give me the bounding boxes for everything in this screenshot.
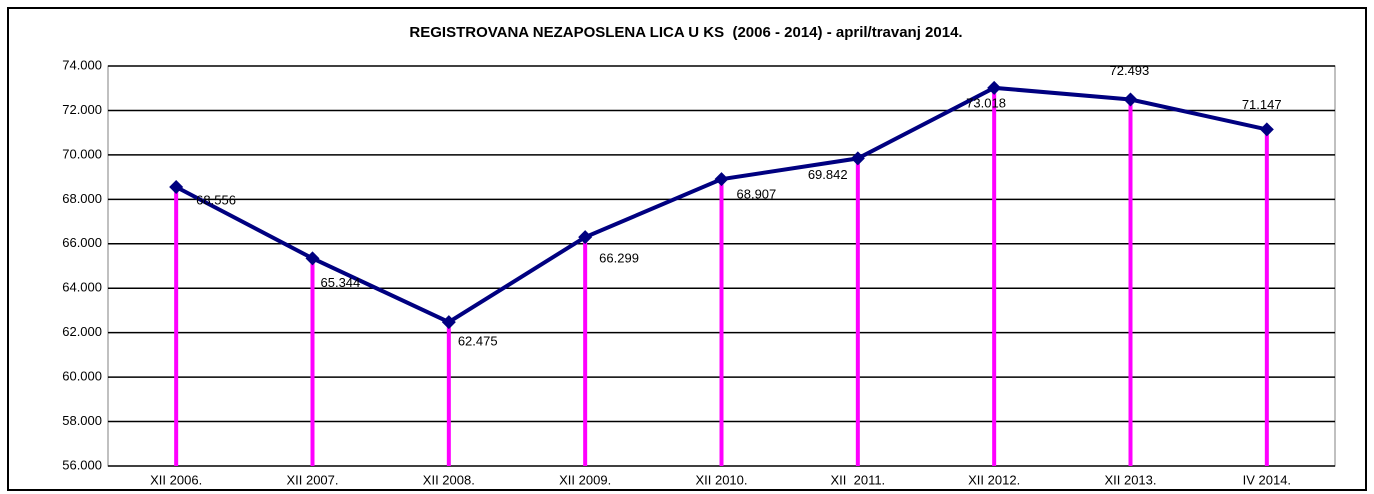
y-tick-label: 56.000 — [62, 457, 102, 472]
y-tick-label: 64.000 — [62, 280, 102, 295]
y-tick-label: 72.000 — [62, 102, 102, 117]
data-label: 65.344 — [321, 275, 361, 290]
data-label: 73.018 — [966, 95, 1006, 110]
x-tick-label: XII 2013. — [1104, 472, 1156, 487]
x-tick-label: XII 2011. — [830, 472, 885, 487]
marker — [1123, 92, 1138, 107]
marker — [169, 179, 184, 194]
y-tick-label: 66.000 — [62, 235, 102, 250]
data-label: 69.842 — [808, 167, 848, 182]
y-tick-label: 68.000 — [62, 191, 102, 206]
marker — [305, 251, 320, 266]
y-tick-label: 74.000 — [62, 57, 102, 72]
marker — [578, 230, 593, 245]
x-tick-label: XII 2007. — [286, 472, 338, 487]
y-tick-label: 70.000 — [62, 146, 102, 161]
x-tick-label: XII 2012. — [968, 472, 1020, 487]
marker — [987, 80, 1002, 95]
marker — [1259, 122, 1274, 137]
x-tick-label: XII 2008. — [423, 472, 475, 487]
marker — [850, 151, 865, 166]
x-tick-label: XII 2006. — [150, 472, 202, 487]
y-tick-label: 62.000 — [62, 324, 102, 339]
data-label: 68.556 — [196, 192, 236, 207]
y-tick-label: 58.000 — [62, 413, 102, 428]
x-tick-label: XII 2010. — [695, 472, 747, 487]
data-label: 71.147 — [1242, 97, 1282, 112]
data-label: 66.299 — [599, 251, 639, 266]
data-label: 72.493 — [1110, 63, 1150, 78]
y-tick-label: 60.000 — [62, 369, 102, 384]
marker — [714, 172, 729, 187]
data-label: 62.475 — [458, 334, 498, 349]
chart-title: REGISTROVANA NEZAPOSLENA LICA U KS (2006… — [409, 24, 962, 41]
x-tick-label: XII 2009. — [559, 472, 611, 487]
data-label: 68.907 — [737, 187, 777, 202]
x-tick-label: IV 2014. — [1243, 472, 1291, 487]
marker — [441, 315, 456, 330]
